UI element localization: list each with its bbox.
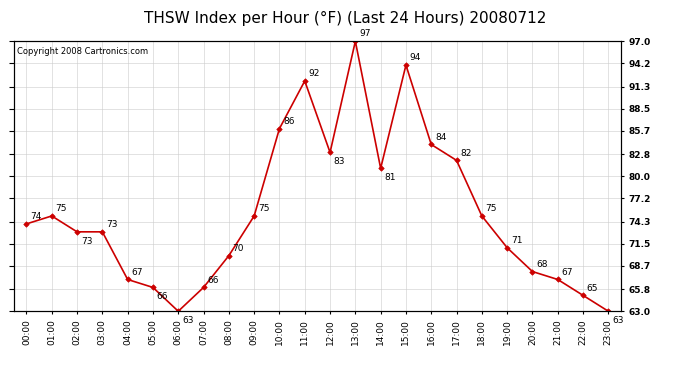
Text: 75: 75 (486, 204, 497, 213)
Text: 83: 83 (334, 158, 346, 166)
Text: 86: 86 (284, 117, 295, 126)
Text: 68: 68 (536, 260, 548, 269)
Text: 73: 73 (81, 237, 92, 246)
Text: 73: 73 (106, 220, 117, 229)
Text: 92: 92 (308, 69, 320, 78)
Text: 97: 97 (359, 30, 371, 39)
Text: 67: 67 (562, 268, 573, 277)
Text: 70: 70 (233, 244, 244, 253)
Text: 94: 94 (410, 53, 421, 62)
Text: 63: 63 (612, 316, 624, 325)
Text: 67: 67 (132, 268, 143, 277)
Text: 71: 71 (511, 236, 522, 245)
Text: Copyright 2008 Cartronics.com: Copyright 2008 Cartronics.com (17, 46, 148, 56)
Text: 75: 75 (55, 204, 67, 213)
Text: 82: 82 (460, 148, 472, 158)
Text: 65: 65 (587, 284, 598, 292)
Text: 75: 75 (258, 204, 270, 213)
Text: 74: 74 (30, 212, 41, 221)
Text: 84: 84 (435, 133, 446, 142)
Text: THSW Index per Hour (°F) (Last 24 Hours) 20080712: THSW Index per Hour (°F) (Last 24 Hours)… (144, 11, 546, 26)
Text: 66: 66 (208, 276, 219, 285)
Text: 66: 66 (157, 292, 168, 302)
Text: 81: 81 (384, 173, 396, 182)
Text: 63: 63 (182, 316, 193, 325)
